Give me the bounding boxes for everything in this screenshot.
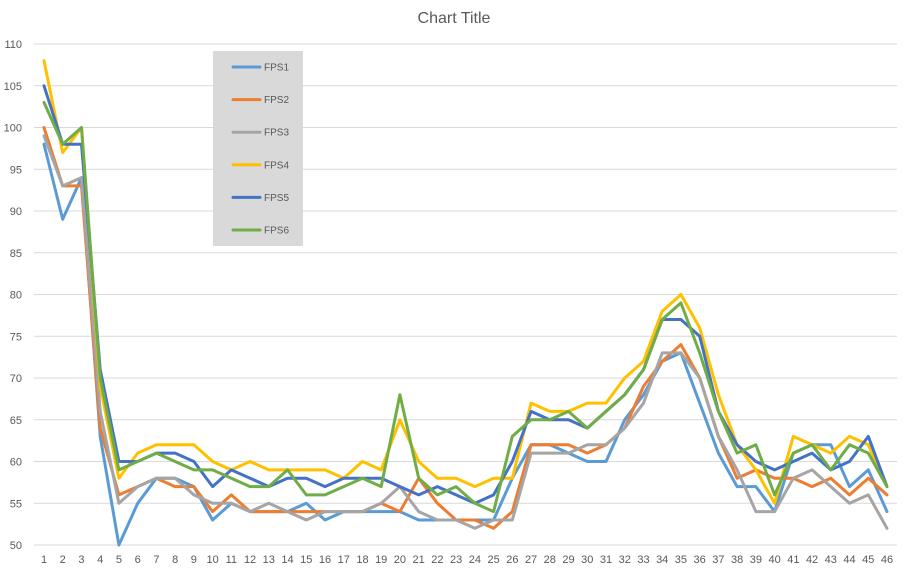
x-tick-label: 44: [843, 554, 855, 566]
legend-label: FPS4: [264, 160, 289, 171]
x-tick-label: 3: [78, 554, 84, 566]
x-tick-label: 10: [206, 554, 218, 566]
y-tick-label: 60: [10, 457, 22, 469]
y-tick-label: 95: [10, 164, 22, 176]
x-tick-label: 26: [506, 554, 518, 566]
x-tick-label: 32: [619, 554, 631, 566]
x-tick-label: 8: [172, 554, 178, 566]
legend-label: FPS3: [264, 128, 289, 139]
y-tick-label: 70: [10, 373, 22, 385]
x-tick-label: 28: [544, 554, 556, 566]
x-tick-label: 22: [431, 554, 443, 566]
x-tick-label: 20: [394, 554, 406, 566]
x-tick-label: 5: [116, 554, 122, 566]
y-axis-tick-labels: 50 55 60 65 70 75 80 85 90 95 100 105 110: [4, 39, 22, 552]
x-tick-label: 29: [562, 554, 574, 566]
x-tick-label: 1: [41, 554, 47, 566]
chart-title: Chart Title: [418, 10, 491, 27]
y-tick-label: 105: [4, 81, 22, 93]
x-axis-tick-labels: 1 2 3 4 5 6 7 8 9 10 11 12 13 14 15 16 17 18 19 20 21 22 23 24 2…: [41, 554, 893, 566]
x-tick-label: 13: [263, 554, 275, 566]
x-tick-label: 30: [581, 554, 593, 566]
legend: FPS1 FPS2 FPS3 FPS4 FPS5 FPS6: [213, 51, 303, 246]
x-tick-label: 39: [750, 554, 762, 566]
x-tick-label: 24: [469, 554, 481, 566]
x-tick-label: 16: [319, 554, 331, 566]
legend-background: [213, 51, 303, 246]
y-tick-label: 75: [10, 331, 22, 343]
x-tick-label: 36: [694, 554, 706, 566]
series-line-fps6: [42, 100, 889, 514]
x-tick-label: 14: [281, 554, 293, 566]
legend-label: FPS2: [264, 95, 289, 106]
legend-label: FPS5: [264, 193, 289, 204]
x-tick-label: 19: [375, 554, 387, 566]
x-tick-label: 4: [97, 554, 103, 566]
y-tick-label: 85: [10, 248, 22, 260]
x-tick-label: 35: [675, 554, 687, 566]
y-tick-label: 65: [10, 415, 22, 427]
series-line-fps5: [42, 84, 889, 505]
y-tick-label: 90: [10, 206, 22, 218]
y-tick-label: 110: [4, 39, 22, 51]
x-tick-label: 27: [525, 554, 537, 566]
series-line-fps4: [42, 59, 889, 505]
series-lines: [42, 59, 889, 547]
x-tick-label: 21: [413, 554, 425, 566]
x-tick-label: 23: [450, 554, 462, 566]
x-tick-label: 11: [226, 554, 237, 566]
x-tick-label: 6: [135, 554, 141, 566]
x-tick-label: 37: [712, 554, 724, 566]
x-tick-label: 38: [731, 554, 743, 566]
x-tick-label: 18: [356, 554, 368, 566]
x-tick-label: 46: [881, 554, 893, 566]
x-tick-label: 25: [487, 554, 499, 566]
y-tick-label: 55: [10, 498, 22, 510]
x-tick-label: 15: [300, 554, 312, 566]
legend-label: FPS6: [264, 226, 289, 237]
x-tick-label: 9: [191, 554, 197, 566]
legend-label: FPS1: [264, 63, 289, 74]
series-line-fps3: [42, 134, 889, 530]
x-tick-label: 33: [637, 554, 649, 566]
x-tick-label: 42: [806, 554, 818, 566]
x-tick-label: 40: [768, 554, 780, 566]
y-tick-label: 50: [10, 540, 22, 552]
x-tick-label: 7: [153, 554, 159, 566]
x-tick-label: 34: [656, 554, 668, 566]
x-tick-label: 17: [338, 554, 350, 566]
y-tick-label: 80: [10, 290, 22, 302]
x-tick-label: 43: [825, 554, 837, 566]
x-tick-label: 2: [60, 554, 66, 566]
y-tick-label: 100: [4, 123, 22, 135]
x-tick-label: 12: [244, 554, 256, 566]
x-tick-label: 45: [862, 554, 874, 566]
x-tick-label: 41: [787, 554, 799, 566]
x-tick-label: 31: [600, 554, 612, 566]
